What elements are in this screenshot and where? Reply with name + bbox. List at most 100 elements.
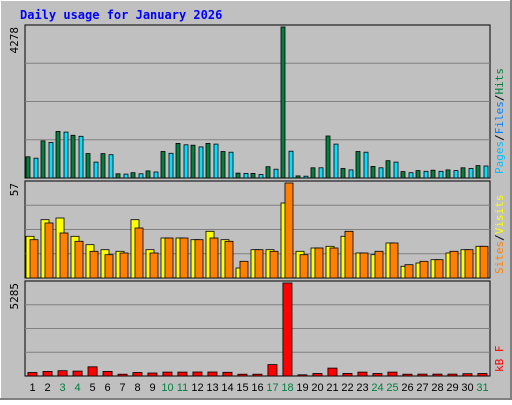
legend-visits: Sites/Visits bbox=[493, 195, 506, 275]
bar-hits-day-7 bbox=[115, 173, 121, 179]
bar-hits-day-24 bbox=[370, 165, 376, 179]
x-tick-label: 1 bbox=[29, 382, 35, 394]
x-tick-label: 7 bbox=[119, 382, 125, 394]
bar-hits-day-18 bbox=[280, 26, 286, 179]
bar-pages-day-20 bbox=[318, 167, 324, 179]
legend-entry: / bbox=[493, 134, 506, 141]
x-tick-label: 25 bbox=[386, 382, 398, 394]
bar-kb-f-day-3 bbox=[57, 370, 68, 377]
bar-sites-day-24 bbox=[374, 250, 384, 279]
bar-hits-day-10 bbox=[160, 151, 166, 179]
bar-hits-day-8 bbox=[130, 172, 136, 179]
bar-pages-day-1 bbox=[33, 157, 39, 179]
bar-pages-day-2 bbox=[48, 141, 54, 179]
bar-sites-day-18 bbox=[284, 182, 294, 279]
x-tick-label: 21 bbox=[326, 382, 338, 394]
x-tick-label: 3 bbox=[59, 382, 65, 394]
bar-hits-day-27 bbox=[415, 170, 421, 179]
bar-sites-day-6 bbox=[104, 254, 114, 279]
bar-pages-day-29 bbox=[453, 170, 459, 179]
legend-entry: Visits bbox=[493, 195, 506, 235]
bar-sites-day-28 bbox=[434, 259, 444, 279]
bar-hits-day-2 bbox=[40, 140, 46, 179]
bar-sites-day-21 bbox=[329, 247, 339, 279]
bar-hits-day-28 bbox=[430, 169, 436, 179]
x-tick-label: 4 bbox=[74, 382, 80, 394]
bar-pages-day-16 bbox=[258, 174, 264, 179]
bar-hits-day-15 bbox=[235, 172, 241, 179]
bar-kb-f-day-31 bbox=[477, 373, 488, 377]
x-tick-label: 26 bbox=[401, 382, 413, 394]
bar-hits-day-20 bbox=[310, 167, 316, 179]
bar-pages-day-12 bbox=[198, 146, 204, 179]
legend-entry: / bbox=[493, 234, 506, 241]
bar-sites-day-29 bbox=[449, 250, 459, 279]
x-tick-label: 13 bbox=[206, 382, 218, 394]
bar-pages-day-21 bbox=[333, 143, 339, 179]
bar-sites-day-19 bbox=[299, 254, 309, 279]
bar-pages-day-23 bbox=[363, 151, 369, 179]
bar-pages-day-25 bbox=[393, 161, 399, 179]
bar-kb-f-day-28 bbox=[432, 373, 443, 377]
x-tick-label: 28 bbox=[431, 382, 443, 394]
bar-pages-day-18 bbox=[288, 150, 294, 179]
legend-entry: Files bbox=[493, 101, 506, 134]
bar-kb-f-day-8 bbox=[132, 372, 143, 377]
x-tick-label: 14 bbox=[221, 382, 233, 394]
bar-hits-day-26 bbox=[400, 171, 406, 179]
bar-kb-f-day-1 bbox=[27, 372, 38, 377]
bar-sites-day-30 bbox=[464, 249, 474, 279]
chart-title: Daily usage for January 2026 bbox=[20, 8, 222, 22]
bar-kb-f-day-12 bbox=[192, 371, 203, 377]
x-tick-label: 30 bbox=[461, 382, 473, 394]
bar-kb-f-day-10 bbox=[162, 371, 173, 377]
bar-sites-day-31 bbox=[479, 245, 489, 279]
bar-pages-day-22 bbox=[348, 169, 354, 179]
bar-kb-f-day-22 bbox=[342, 372, 353, 377]
legend-hits: Pages/Files/Hits bbox=[493, 68, 506, 174]
x-tick-label: 31 bbox=[476, 382, 488, 394]
bar-pages-day-27 bbox=[423, 170, 429, 179]
bar-pages-day-11 bbox=[183, 144, 189, 179]
bar-hits-day-6 bbox=[100, 153, 106, 179]
ymax-label-hits: 4278 bbox=[8, 27, 21, 54]
bar-kb-f-day-20 bbox=[312, 373, 323, 377]
bar-hits-day-9 bbox=[145, 170, 151, 179]
bar-sites-day-1 bbox=[29, 239, 39, 279]
bar-sites-day-13 bbox=[209, 237, 219, 279]
bar-hits-day-12 bbox=[190, 144, 196, 179]
bar-hits-day-16 bbox=[250, 172, 256, 179]
bar-sites-day-8 bbox=[134, 227, 144, 279]
bar-sites-day-22 bbox=[344, 230, 354, 279]
bar-hits-day-25 bbox=[385, 160, 391, 179]
bar-hits-day-23 bbox=[355, 151, 361, 179]
bar-pages-day-7 bbox=[123, 173, 129, 179]
x-tick-label: 24 bbox=[371, 382, 383, 394]
bar-kb-f-day-15 bbox=[237, 373, 248, 377]
bar-sites-day-2 bbox=[44, 222, 54, 279]
legend-kbytes: kB F bbox=[493, 346, 506, 373]
bar-sites-day-3 bbox=[59, 232, 69, 279]
bar-hits-day-4 bbox=[70, 134, 76, 179]
bar-sites-day-26 bbox=[404, 264, 414, 279]
bar-pages-day-5 bbox=[93, 161, 99, 179]
x-tick-label: 16 bbox=[251, 382, 263, 394]
x-tick-label: 27 bbox=[416, 382, 428, 394]
bar-hits-day-13 bbox=[205, 142, 211, 179]
bar-pages-day-4 bbox=[78, 135, 84, 179]
bar-hits-day-19 bbox=[295, 175, 301, 179]
bar-pages-day-14 bbox=[228, 151, 234, 179]
bar-hits-day-3 bbox=[55, 130, 61, 179]
bar-sites-day-23 bbox=[359, 252, 369, 279]
legend-entry: Sites bbox=[493, 241, 506, 274]
bar-pages-day-13 bbox=[213, 143, 219, 179]
bar-sites-day-16 bbox=[254, 249, 264, 279]
bar-kb-f-day-2 bbox=[42, 370, 53, 377]
bar-hits-day-22 bbox=[340, 168, 346, 179]
x-tick-label: 18 bbox=[281, 382, 293, 394]
x-tick-label: 10 bbox=[161, 382, 173, 394]
x-tick-label: 12 bbox=[191, 382, 203, 394]
bar-kb-f-day-6 bbox=[102, 370, 113, 377]
x-tick-label: 19 bbox=[296, 382, 308, 394]
